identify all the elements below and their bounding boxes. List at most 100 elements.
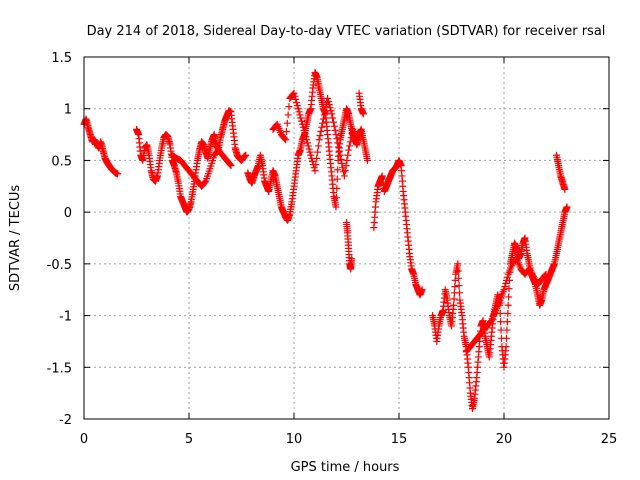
data-point xyxy=(307,151,315,159)
data-point xyxy=(332,194,340,202)
data-point xyxy=(283,119,291,127)
data-point xyxy=(329,118,337,126)
data-point xyxy=(319,115,327,123)
data-point xyxy=(503,326,511,334)
data-point xyxy=(503,276,511,284)
x-tick-label: 15 xyxy=(391,432,408,447)
data-point xyxy=(284,111,292,119)
data-point xyxy=(340,168,348,176)
data-point xyxy=(325,101,333,109)
data-point xyxy=(300,126,308,134)
data-point xyxy=(281,135,289,143)
data-point xyxy=(529,271,537,279)
data-point xyxy=(297,114,305,122)
data-point xyxy=(310,164,318,172)
data-point xyxy=(455,289,463,297)
x-tick-label: 20 xyxy=(496,432,513,447)
data-point xyxy=(321,107,329,115)
data-point xyxy=(563,203,571,211)
data-point xyxy=(293,102,301,110)
data-point xyxy=(285,103,293,111)
data-point xyxy=(311,167,319,175)
data-point xyxy=(114,170,122,178)
data-point xyxy=(503,318,511,326)
data-point xyxy=(505,293,513,301)
data-point xyxy=(324,94,332,102)
y-tick-label: -0.5 xyxy=(47,258,72,273)
data-point xyxy=(340,172,348,180)
data-point xyxy=(314,148,322,156)
data-point xyxy=(317,127,325,135)
data-point xyxy=(329,114,337,122)
data-point xyxy=(341,167,349,175)
data-point xyxy=(496,310,504,318)
data-point xyxy=(454,267,462,275)
chart-title: Day 214 of 2018, Sidereal Day-to-day VTE… xyxy=(87,24,606,39)
data-point xyxy=(450,301,458,309)
data-point xyxy=(337,155,345,163)
data-point xyxy=(314,142,322,150)
y-tick-label: 1 xyxy=(64,103,72,118)
y-tick-label: 0.5 xyxy=(51,154,72,169)
data-point xyxy=(242,151,250,159)
data-point xyxy=(293,99,301,107)
y-axis-label: SDTVAR / TECUs xyxy=(8,185,23,292)
x-tick-label: 10 xyxy=(286,432,303,447)
data-point xyxy=(291,92,299,100)
data-point xyxy=(316,132,324,140)
data-point xyxy=(335,147,343,155)
data-point xyxy=(487,318,495,326)
data-point xyxy=(312,161,320,169)
data-point xyxy=(505,285,513,293)
data-point xyxy=(343,156,351,164)
y-tick-label: -1 xyxy=(59,310,72,325)
data-point xyxy=(201,178,209,186)
y-tick-label: 1.5 xyxy=(51,51,72,66)
data-point xyxy=(302,133,310,141)
data-point xyxy=(344,151,352,159)
x-tick-label: 0 xyxy=(80,432,88,447)
data-point xyxy=(296,111,304,119)
data-point xyxy=(320,111,328,119)
y-tick-labels: -2 -1.5 -1 -0.5 0 0.5 1 1.5 xyxy=(47,51,72,428)
data-point xyxy=(530,274,538,282)
y-tick-label: -2 xyxy=(59,413,72,428)
data-point xyxy=(450,295,458,303)
data-point xyxy=(542,270,550,278)
data-point xyxy=(353,136,361,144)
data-point xyxy=(299,123,307,131)
x-axis-label: GPS time / hours xyxy=(291,460,400,475)
data-point xyxy=(418,286,426,294)
data-point xyxy=(345,146,353,154)
data-point xyxy=(342,162,350,170)
data-point xyxy=(503,334,511,342)
data-point xyxy=(359,110,367,118)
data-point xyxy=(282,136,290,144)
data-point xyxy=(327,107,335,115)
data-point xyxy=(451,283,459,291)
data-point xyxy=(331,126,339,134)
data-point xyxy=(315,136,323,144)
data-point xyxy=(295,108,303,116)
data-point xyxy=(319,119,327,127)
data-point xyxy=(324,97,332,105)
y-tick-label: 0 xyxy=(64,206,72,221)
data-point xyxy=(334,166,342,174)
data-point xyxy=(334,139,342,147)
data-point xyxy=(504,310,512,318)
data-point xyxy=(298,117,306,125)
data-point xyxy=(292,95,300,103)
data-point xyxy=(333,135,341,143)
data-point xyxy=(326,104,334,112)
data-point xyxy=(348,255,356,263)
data-point xyxy=(308,157,316,165)
data-point xyxy=(502,280,510,288)
data-point xyxy=(306,148,314,156)
x-tick-label: 5 xyxy=(185,432,193,447)
data-point xyxy=(328,110,336,118)
data-point xyxy=(497,326,505,334)
data-point xyxy=(345,142,353,150)
data-point xyxy=(504,301,512,309)
data-point xyxy=(303,136,311,144)
data-point xyxy=(335,143,343,151)
